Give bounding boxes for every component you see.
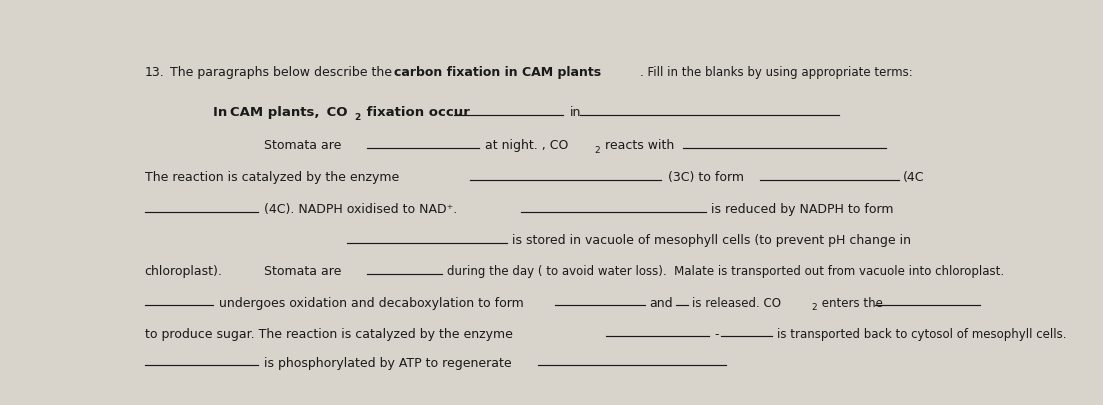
Text: reacts with: reacts with: [601, 139, 674, 152]
Text: chloroplast).: chloroplast).: [144, 265, 223, 278]
Text: CO: CO: [322, 106, 347, 119]
Text: 13.: 13.: [144, 66, 164, 79]
Text: is phosphorylated by ATP to regenerate: is phosphorylated by ATP to regenerate: [265, 357, 512, 370]
Text: enters the: enters the: [818, 296, 884, 309]
Text: Stomata are: Stomata are: [265, 265, 342, 278]
Text: 2: 2: [812, 303, 817, 312]
Text: to produce sugar. The reaction is catalyzed by the enzyme: to produce sugar. The reaction is cataly…: [144, 328, 513, 341]
Text: The reaction is catalyzed by the enzyme: The reaction is catalyzed by the enzyme: [144, 171, 399, 184]
Text: (4C). NADPH oxidised to NAD⁺.: (4C). NADPH oxidised to NAD⁺.: [265, 203, 458, 216]
Text: at night. , CO: at night. , CO: [485, 139, 568, 152]
Text: in: in: [569, 106, 581, 119]
Text: Stomata are: Stomata are: [265, 139, 342, 152]
Text: 2: 2: [354, 113, 361, 122]
Text: is stored in vacuole of mesophyll cells (to prevent pH change in: is stored in vacuole of mesophyll cells …: [512, 234, 911, 247]
Text: CAM plants,: CAM plants,: [231, 106, 320, 119]
Text: carbon fixation in CAM plants: carbon fixation in CAM plants: [395, 66, 601, 79]
Text: (3C) to form: (3C) to form: [667, 171, 743, 184]
Text: is released. CO: is released. CO: [692, 296, 781, 309]
Text: is transported back to cytosol of mesophyll cells.: is transported back to cytosol of mesoph…: [778, 328, 1067, 341]
Text: 2: 2: [595, 146, 600, 155]
Text: during the day ( to avoid water loss).  Malate is transported out from vacuole i: during the day ( to avoid water loss). M…: [448, 265, 1005, 278]
Text: (4C: (4C: [903, 171, 924, 184]
Text: undergoes oxidation and decaboxylation to form: undergoes oxidation and decaboxylation t…: [219, 296, 524, 309]
Text: . Fill in the blanks by using appropriate terms:: . Fill in the blanks by using appropriat…: [640, 66, 912, 79]
Text: The paragraphs below describe the: The paragraphs below describe the: [170, 66, 396, 79]
Text: and: and: [649, 296, 673, 309]
Text: is reduced by NADPH to form: is reduced by NADPH to form: [710, 203, 893, 216]
Text: In: In: [213, 106, 232, 119]
Text: fixation occur: fixation occur: [362, 106, 470, 119]
Text: -: -: [714, 328, 718, 341]
